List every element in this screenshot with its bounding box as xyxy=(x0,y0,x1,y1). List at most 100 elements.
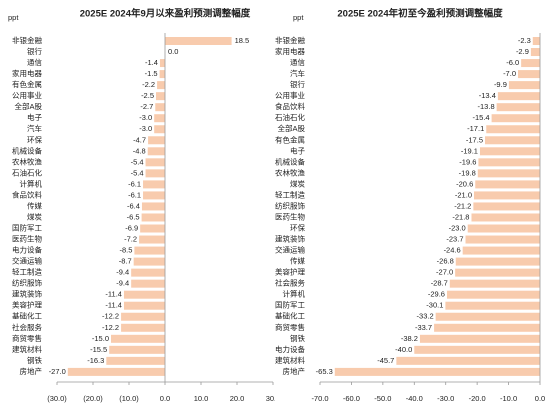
x-tick-label: -30.0 xyxy=(437,394,454,403)
bar xyxy=(473,202,540,211)
category-label: 建筑材料 xyxy=(275,355,305,365)
value-label: -7.2 xyxy=(124,235,137,244)
value-label: -20.6 xyxy=(456,179,473,188)
category-label: 煤炭 xyxy=(27,211,42,221)
category-label: 环保 xyxy=(290,223,305,232)
bar xyxy=(123,301,165,310)
bar xyxy=(154,125,165,134)
bar xyxy=(123,290,165,299)
bar xyxy=(449,279,540,288)
category-label: 社会服务 xyxy=(275,278,305,288)
value-label: -9.9 xyxy=(494,80,507,89)
category-label: 汽车 xyxy=(27,123,42,133)
value-label: -13.8 xyxy=(478,102,495,111)
bar xyxy=(475,180,540,189)
bar xyxy=(165,37,232,45)
category-label: 银行 xyxy=(290,79,305,89)
value-label: -33.7 xyxy=(415,323,432,332)
category-label: 有色金属 xyxy=(12,79,42,89)
category-label: 基础化工 xyxy=(12,311,42,321)
category-label: 非银金融 xyxy=(12,35,42,45)
x-tick-label: 0.0 xyxy=(535,394,545,403)
bar xyxy=(419,334,540,343)
value-label: 0.0 xyxy=(168,47,178,56)
bar xyxy=(140,224,165,233)
category-label: 全部A股 xyxy=(14,101,42,111)
value-label: -38.2 xyxy=(401,334,418,343)
category-label: 机械设备 xyxy=(275,156,305,166)
value-label: -11.4 xyxy=(105,290,122,299)
category-label: 医药生物 xyxy=(12,234,42,244)
category-label: 商贸零售 xyxy=(12,333,42,343)
value-label: -4.7 xyxy=(133,135,146,144)
category-label: 电子 xyxy=(27,112,42,122)
category-label: 电力设备 xyxy=(12,245,42,255)
bar xyxy=(446,290,540,299)
category-label: 机械设备 xyxy=(12,145,42,155)
category-label: 美容护理 xyxy=(12,300,42,310)
value-label: -19.6 xyxy=(459,157,476,166)
bar xyxy=(521,59,540,68)
bar xyxy=(141,213,165,222)
category-label: 汽车 xyxy=(290,68,305,78)
category-label: 钢铁 xyxy=(290,333,305,343)
value-label: -8.7 xyxy=(119,257,132,266)
chart: 2025E 2024年9月以来盈利预测调整幅度 ppt 非银金融 18.5 银行 0.0 通… xyxy=(8,8,275,403)
category-label: 非银金融 xyxy=(275,35,305,45)
category-label: 银行 xyxy=(27,46,42,56)
value-label: -6.5 xyxy=(127,212,140,221)
bar xyxy=(508,81,540,90)
value-label: -5.4 xyxy=(131,168,144,177)
category-label: 煤炭 xyxy=(290,178,305,188)
category-label: 美容护理 xyxy=(275,267,305,277)
bar xyxy=(131,279,165,288)
value-label: -21.2 xyxy=(454,201,471,210)
bar xyxy=(530,48,540,57)
value-label: -6.4 xyxy=(127,201,140,210)
bar xyxy=(467,224,540,233)
category-label: 计算机 xyxy=(20,178,43,188)
bar xyxy=(145,158,165,167)
value-label: -8.5 xyxy=(119,246,132,255)
category-label: 房地产 xyxy=(283,366,306,376)
bar xyxy=(434,323,540,332)
value-label: -15.4 xyxy=(472,113,489,122)
value-label: -11.4 xyxy=(105,301,122,310)
category-label: 石油石化 xyxy=(275,112,305,122)
value-label: -2.3 xyxy=(518,36,531,45)
value-label: -16.3 xyxy=(87,356,104,365)
x-tick-label: -20.0 xyxy=(469,394,486,403)
bar xyxy=(121,312,165,321)
value-label: -65.3 xyxy=(316,367,333,376)
category-label: 交通运输 xyxy=(275,245,305,255)
value-label: -40.0 xyxy=(395,345,412,354)
category-label: 建筑装饰 xyxy=(275,234,305,244)
bar xyxy=(121,323,165,332)
bar xyxy=(67,367,165,376)
bar xyxy=(479,147,540,156)
bar xyxy=(465,235,540,244)
bar xyxy=(106,356,165,365)
chart: 2025E 2024年初至今盈利预测调整幅度 ppt 非银金融 -2.3 家用电器 -2.… xyxy=(275,8,545,403)
x-tick-label: -10.0 xyxy=(500,394,517,403)
value-label: -15.0 xyxy=(92,334,109,343)
bar xyxy=(497,92,540,101)
x-tick-label: 0.0 xyxy=(160,394,170,403)
bar xyxy=(131,268,165,277)
unit-label: ppt xyxy=(8,13,19,22)
bar xyxy=(471,213,540,222)
value-label: -4.8 xyxy=(133,146,146,155)
value-label: -7.0 xyxy=(503,69,516,78)
value-label: -9.4 xyxy=(116,268,129,277)
bar xyxy=(159,70,165,79)
x-tick-label: 10.0 xyxy=(194,394,209,403)
x-tick-label: -60.0 xyxy=(343,394,360,403)
category-label: 商贸零售 xyxy=(275,322,305,332)
bar xyxy=(455,257,540,266)
category-label: 交通运输 xyxy=(12,256,42,266)
bar xyxy=(147,147,165,156)
x-tick-label: (10.0) xyxy=(119,394,139,403)
x-tick-label: 30.0 xyxy=(266,394,275,403)
value-label: -12.2 xyxy=(102,323,119,332)
category-label: 公用事业 xyxy=(12,90,42,100)
